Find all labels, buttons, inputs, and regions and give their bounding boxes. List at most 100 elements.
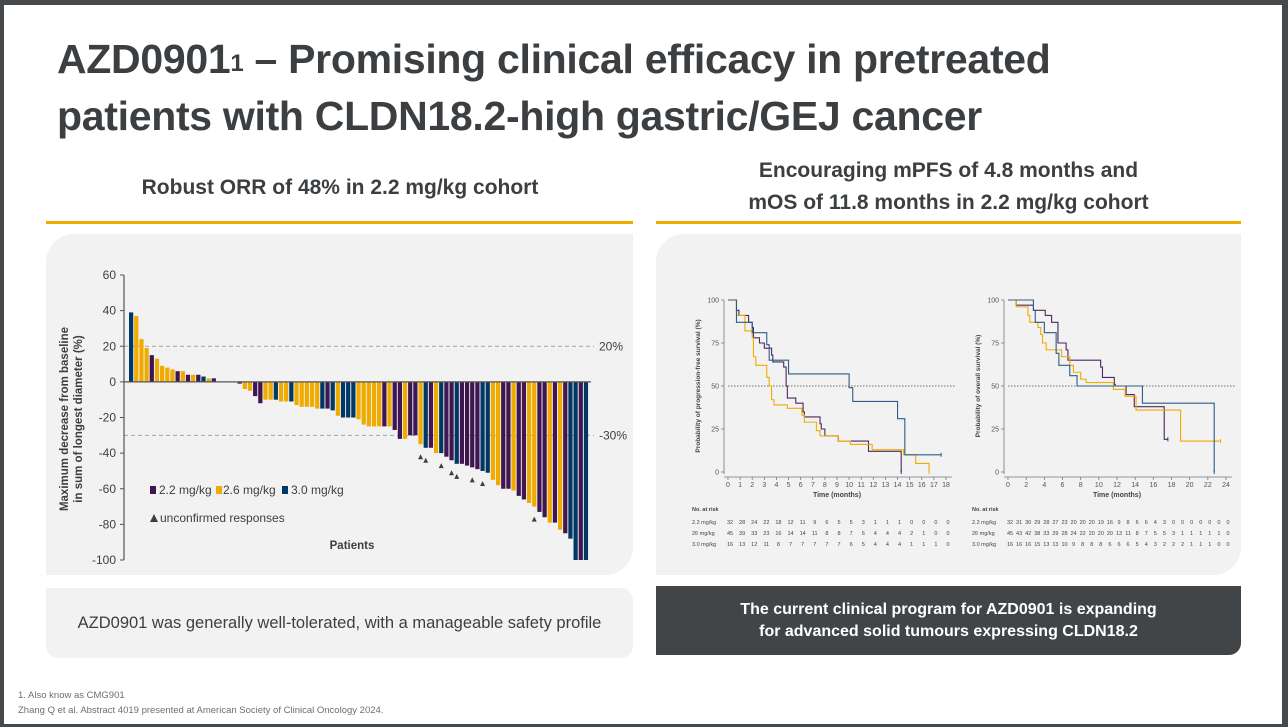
at-risk-value: 0 — [1226, 531, 1229, 537]
y-tick-label: -100 — [92, 553, 116, 567]
at-risk-value: 29 — [1052, 531, 1058, 537]
reference-line-label: 20% — [599, 339, 623, 353]
unconfirmed-response-marker — [454, 473, 460, 479]
waterfall-bar — [454, 381, 459, 464]
at-risk-value: 4 — [898, 531, 901, 537]
at-risk-value: 4 — [886, 542, 889, 548]
at-risk-value: 8 — [1081, 542, 1084, 548]
at-risk-value: 9 — [1117, 520, 1120, 526]
y-axis-label-line2: in sum of longest diameter (%) — [73, 335, 85, 503]
survival-panel: 0 25 50 75 100 0 1 2 3 4 5 6 7 8 9 10 11 12 13 14 15 16 17 18 Ti… — [656, 234, 1241, 575]
footnote-2: Zhang Q et al. Abstract 4019 presented a… — [18, 705, 384, 716]
x-tick-label: 8 — [1079, 482, 1083, 489]
at-risk-value: 0 — [1217, 520, 1220, 526]
y-tick-label: 50 — [711, 384, 719, 391]
waterfall-bar — [149, 355, 154, 382]
survival-curve — [1008, 299, 1221, 442]
x-tick-label: 4 — [1042, 482, 1046, 489]
unconfirmed-response-marker — [423, 457, 429, 463]
at-risk-value: 28 — [1043, 520, 1049, 526]
at-risk-value: 18 — [775, 520, 781, 526]
footnote-marker: 1 — [230, 50, 244, 77]
at-risk-value: 7 — [789, 542, 792, 548]
x-tick-label: 10 — [1095, 482, 1103, 489]
at-risk-value: 0 — [934, 520, 937, 526]
at-risk-value: 0 — [1190, 520, 1193, 526]
at-risk-value: 5 — [1163, 531, 1166, 537]
at-risk-value: 5 — [837, 520, 840, 526]
waterfall-bar — [568, 381, 573, 539]
y-axis-label: Probability of progression-free survival… — [695, 319, 702, 452]
x-tick-label: 2 — [1024, 482, 1028, 489]
x-tick-label: 18 — [942, 482, 950, 489]
x-tick-label: 12 — [869, 482, 877, 489]
y-tick-label: 100 — [987, 298, 999, 305]
at-risk-value: 16 — [1025, 542, 1031, 548]
waterfall-bar — [382, 381, 387, 427]
left-section-heading: Robust ORR of 48% in 2.2 mg/kg cohort — [141, 176, 539, 199]
x-tick-label: 16 — [1149, 482, 1157, 489]
waterfall-bar — [237, 381, 242, 384]
waterfall-bar — [573, 381, 578, 560]
x-tick-label: 7 — [811, 482, 815, 489]
at-risk-value: 1 — [1181, 531, 1184, 537]
waterfall-bar — [371, 381, 377, 427]
legend-swatch-2-2 — [150, 486, 156, 494]
at-risk-value: 0 — [934, 531, 937, 537]
x-tick-label: 3 — [762, 482, 766, 489]
at-risk-value: 13 — [739, 542, 745, 548]
waterfall-bar — [423, 381, 428, 448]
safety-note: AZD0901 was generally well-tolerated, wi… — [77, 613, 602, 632]
triangle-icon — [150, 514, 158, 522]
at-risk-value: 20 — [1080, 520, 1086, 526]
at-risk-value: 1 — [1199, 531, 1202, 537]
x-tick-label: 17 — [930, 482, 938, 489]
legend-label-2-6: 2.6 mg/kg — [223, 483, 276, 497]
at-risk-value: 4 — [874, 542, 877, 548]
at-risk-value: 19 — [1098, 520, 1104, 526]
x-tick-label: 14 — [1131, 482, 1139, 489]
at-risk-value: 5 — [1154, 531, 1157, 537]
at-risk-value: 1 — [1208, 542, 1211, 548]
x-tick-label: 1 — [738, 482, 742, 489]
at-risk-value: 20 — [1071, 520, 1077, 526]
waterfall-bar — [144, 348, 149, 382]
waterfall-bar — [134, 315, 139, 382]
x-tick-label: 0 — [726, 482, 730, 489]
at-risk-value: 30 — [1025, 520, 1031, 526]
x-tick-label: 16 — [918, 482, 926, 489]
waterfall-bar — [180, 371, 185, 382]
at-risk-value: 0 — [1226, 542, 1229, 548]
at-risk-value: 0 — [946, 542, 949, 548]
waterfall-bar — [304, 381, 309, 407]
at-risk-value: 23 — [763, 531, 769, 537]
at-risk-value: 0 — [922, 520, 925, 526]
at-risk-value: 2 — [1163, 542, 1166, 548]
waterfall-bar — [397, 381, 403, 439]
at-risk-value: 11 — [812, 531, 818, 537]
at-risk-value: 0 — [1226, 520, 1229, 526]
left-heading-rule — [46, 221, 633, 224]
at-risk-value: 2 — [910, 531, 913, 537]
at-risk-value: 1 — [1190, 531, 1193, 537]
waterfall-bar — [408, 381, 413, 436]
waterfall-bar — [356, 381, 361, 420]
unconfirmed-response-marker — [438, 463, 444, 469]
program-note: The current clinical program for AZD0901… — [740, 600, 1157, 640]
waterfall-bar — [325, 381, 330, 409]
waterfall-panel: 20% -30% 60 40 20 0 -20 -40 -60 -80 -100 Maximum … — [46, 234, 633, 575]
legend: 2.2 mg/kg 2.6 mg/kg 3.0 mg/kg unconfirme… — [150, 483, 344, 525]
at-risk-value: 1 — [1199, 542, 1202, 548]
waterfall-bar — [501, 381, 506, 489]
at-risk-value: 27 — [1052, 520, 1058, 526]
at-risk-value: 24 — [751, 520, 757, 526]
right-heading-rule — [656, 221, 1241, 224]
at-risk-value: 22 — [763, 520, 769, 526]
at-risk-value: 1 — [922, 531, 925, 537]
waterfall-bar — [201, 376, 206, 382]
x-tick-label: 14 — [894, 482, 902, 489]
at-risk-value: 1 — [886, 520, 889, 526]
